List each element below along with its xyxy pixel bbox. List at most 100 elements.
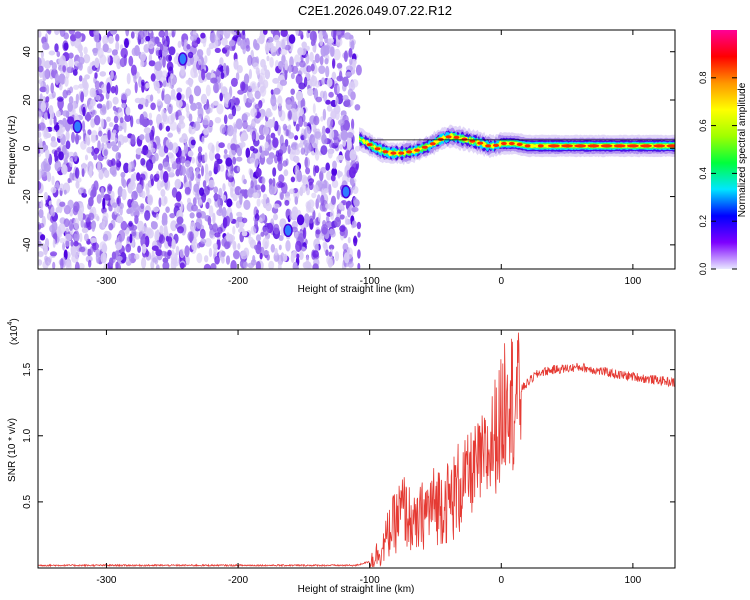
snr-x-axis-label: Height of straight line (km) (298, 584, 415, 595)
spectrogram-noise-cell (233, 58, 239, 70)
spectrogram-noise-cell (220, 72, 225, 80)
spectrogram-noise-cell (125, 243, 132, 253)
spectrogram-noise-cell (340, 129, 349, 141)
spectrogram-noise-cell (61, 164, 68, 175)
spectrogram-noise-cell (304, 142, 312, 154)
spectrogram-noise-cell (306, 65, 312, 73)
spectrogram-noise-cell (203, 127, 210, 136)
spectrogram-noise-cell (92, 90, 97, 98)
spectrogram-noise-cell (201, 68, 206, 81)
spectrogram-noise-cell (351, 206, 359, 213)
spectrogram-x-tick-label: 0 (498, 276, 504, 287)
spectrogram-noise-cell (201, 165, 204, 177)
spectrogram-y-ticks: -40 -20 0 20 40 (22, 46, 675, 252)
spectrogram-noise-cell (266, 55, 270, 62)
spectrogram-noise-cell (276, 48, 281, 57)
spectrogram-noise-cell (139, 134, 145, 141)
spectrogram-ridge-peak (547, 144, 560, 148)
snr-y-ticks: 0.5 1.0 1.5 (22, 362, 675, 509)
spectrogram-noise-cell (85, 133, 90, 145)
spectrogram-noise-cell (336, 62, 343, 69)
spectrogram-noise-cell (266, 253, 270, 261)
spectrogram-noise-cell (158, 30, 166, 38)
spectrogram-noise-cell (73, 201, 80, 213)
spectrogram-noise-cell (307, 263, 312, 269)
spectrogram-noise-cell (208, 170, 212, 177)
spectrogram-noise-cell (315, 146, 319, 155)
spectrogram-noise-cell (137, 103, 144, 110)
spectrogram-noise-cell (300, 46, 307, 56)
spectrogram-noise-cell (307, 30, 311, 34)
spectrogram-noise-cell (59, 55, 66, 66)
spectrogram-noise-cell (63, 42, 69, 51)
spectrogram-noise-cell (148, 60, 156, 67)
spectrogram-noise-cell (243, 199, 251, 210)
spectrogram-ridge-peak (453, 135, 460, 139)
spectrogram-noise-cell (170, 74, 177, 86)
spectrogram-noise-cell (177, 226, 184, 234)
spectrogram-noise-cell (318, 65, 326, 74)
spectrogram-noise-cell (144, 210, 151, 221)
spectrogram-noise-cell (338, 202, 344, 210)
spectrogram-noise-cell (86, 111, 91, 122)
spectrogram-noise-cell (304, 156, 308, 169)
spectrogram-noise-cell (150, 260, 155, 269)
spectrogram-noise-cell (128, 220, 133, 227)
spectrogram-noise-cell (278, 106, 283, 118)
spectrogram-noise-cell (163, 224, 168, 232)
spectrogram-noise-cell (168, 106, 172, 114)
spectrogram-noise-cell (181, 163, 185, 175)
spectrogram-noise-cell (44, 127, 49, 137)
snr-y-tick-label: 1.0 (22, 428, 33, 442)
spectrogram-noise-cell (232, 250, 241, 260)
spectrogram-noise-cell (150, 147, 156, 153)
spectrogram-noise-cell (88, 259, 92, 268)
spectrogram-noise-cell (242, 30, 246, 36)
spectrogram-noise-cell (87, 248, 92, 257)
spectrogram-noise-cell (73, 84, 80, 90)
spectrogram-noise-cell (305, 53, 310, 65)
spectrogram-noise-cell (342, 76, 349, 87)
spectrogram-noise-cell (277, 95, 283, 107)
spectrogram-noise-cell (93, 30, 100, 36)
spectrogram-noise-cell (167, 132, 173, 138)
spectrogram-noise-cell (118, 152, 122, 159)
spectrogram-noise-cell (62, 65, 67, 73)
spectrogram-noise-cell (154, 173, 160, 181)
spectrogram-noise-cell (221, 250, 226, 257)
spectrogram-noise-cell (63, 218, 70, 228)
spectrogram-noise-cell (298, 251, 304, 260)
spectrogram-noise-cell (130, 173, 135, 186)
spectrogram-noise-cell (128, 253, 132, 260)
spectrogram-noise-cell (239, 193, 243, 205)
spectrogram-noise-cell (303, 128, 307, 141)
spectrogram-noise-cell (354, 104, 361, 111)
spectrogram-noise-cell (312, 31, 317, 44)
spectrogram-noise-cell (141, 118, 149, 127)
spectrogram-noise-cell (242, 261, 249, 269)
spectrogram-noise-cell (330, 174, 336, 182)
spectrogram-noise-cell (347, 139, 352, 151)
spectrogram-noise-cell (328, 183, 332, 196)
spectrogram-noise-cell (255, 234, 262, 242)
spectrogram-noise-cell (39, 222, 44, 229)
spectrogram-noise-cell (162, 261, 170, 269)
spectrogram-noise-cell (138, 76, 143, 88)
spectrogram-noise-cell (251, 83, 256, 90)
spectrogram-noise-cell (146, 159, 154, 172)
spectrogram-noise-cell (355, 154, 359, 164)
spectrogram-noise-cell (255, 158, 260, 166)
spectrogram-noise-cell (40, 234, 46, 241)
spectrogram-noise-cell (45, 84, 50, 95)
spectrogram-noise-cell (265, 202, 272, 212)
spectrogram-noise-cell (141, 243, 147, 254)
spectrogram-noise-cell (84, 154, 89, 161)
spectrogram-noise-cell (95, 252, 100, 264)
spectrogram-noise-cell (125, 106, 131, 116)
spectrogram-noise-cell (160, 168, 164, 181)
spectrogram-noise-cell (149, 94, 154, 102)
spectrogram-noise-cell (154, 61, 162, 72)
spectrogram-noise-cell (289, 151, 297, 161)
spectrogram-noise-cell (309, 133, 316, 144)
spectrogram-noise-cell (140, 158, 146, 166)
